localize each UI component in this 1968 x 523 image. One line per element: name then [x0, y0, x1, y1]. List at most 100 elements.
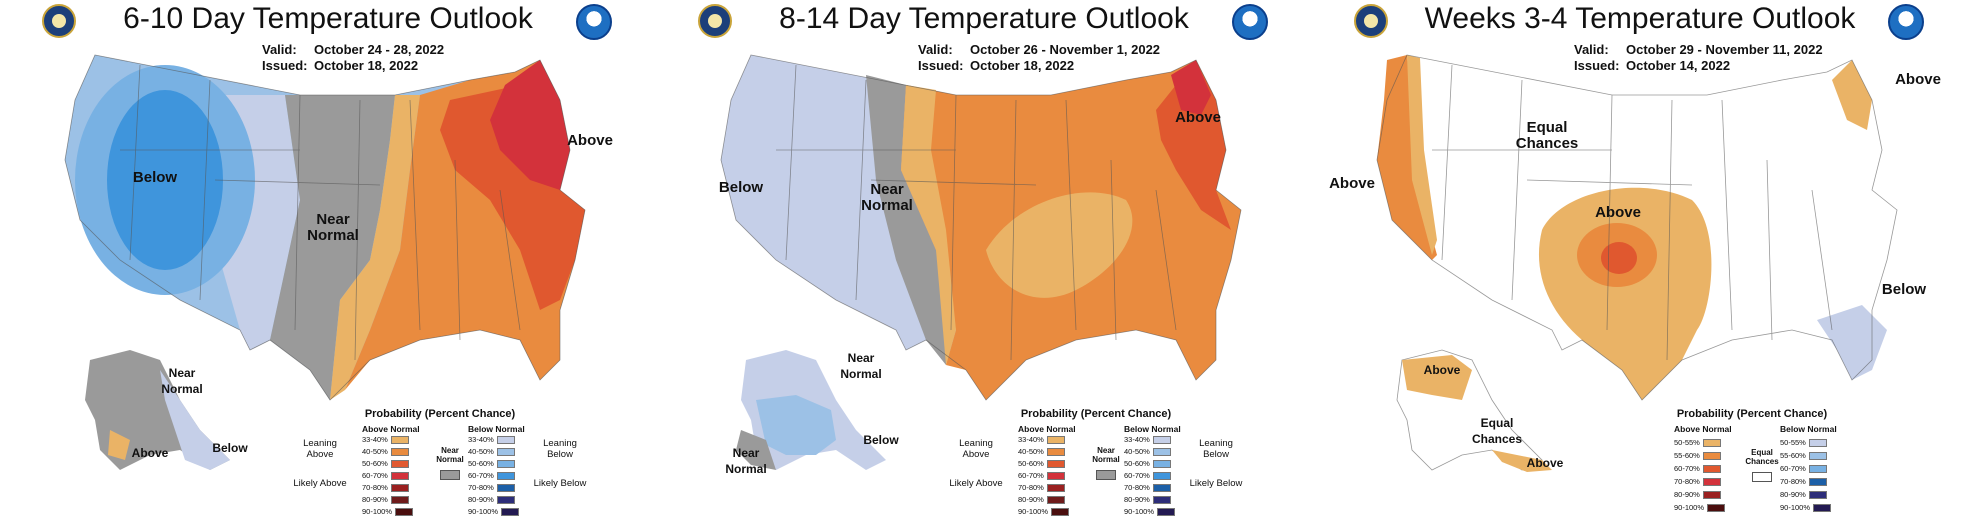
noaa-logo-icon [1232, 4, 1268, 40]
legend-row: 50-55% [1780, 438, 1827, 448]
legend-row: 80-90% [468, 495, 515, 505]
map-title: 8-14 Day Temperature Outlook [779, 2, 1189, 35]
legend-row: 40-50% [468, 447, 515, 457]
map-label-below: Below [132, 169, 178, 186]
legend-row: 90-100% [1018, 507, 1070, 517]
legend-row: 60-70% [1018, 471, 1065, 481]
legend-row: 33-40% [468, 435, 515, 445]
issued-date: October 14, 2022 [1626, 58, 1731, 73]
map-label-below-southeast: Below [1881, 281, 1927, 298]
legend-likely-above: Likely Above [949, 478, 1003, 489]
legend-row: 70-80% [468, 483, 515, 493]
doc-seal-icon [698, 4, 732, 38]
legend-likely-below: Likely Below [533, 478, 587, 489]
legend-leaning-below: Leaning Below [543, 438, 577, 460]
map-label-alaska-above: Above [131, 446, 169, 460]
map-label-above: Above [567, 132, 613, 149]
legend-leaning-below: Leaning Below [1199, 438, 1233, 460]
legend-above-header: Above Normal [1018, 424, 1076, 434]
legend-row: 40-50% [1018, 447, 1065, 457]
map-label-above-west: Above [1329, 175, 1375, 192]
map-weeks-3-4 [1376, 54, 1898, 472]
outlook-panel-6-10-day: 6-10 Day Temperature Outlook Valid: Octob… [0, 0, 656, 523]
legend-row: 60-70% [1780, 464, 1827, 474]
map-label-equal-chances: Equal Chances [1515, 119, 1579, 152]
legend-row: 50-60% [1018, 459, 1065, 469]
valid-label: Valid: [918, 42, 953, 57]
legend-row: 55-60% [1780, 451, 1827, 461]
legend-title: Probability (Percent Chance) [364, 408, 516, 420]
legend-row: 33-40% [362, 435, 409, 445]
map-title: Weeks 3-4 Temperature Outlook [1424, 2, 1856, 35]
near-normal-region [270, 95, 395, 400]
legend-row: 70-80% [1674, 477, 1721, 487]
issued-date: October 18, 2022 [970, 58, 1075, 73]
legend-row: 90-100% [468, 507, 520, 517]
noaa-logo-icon [1888, 4, 1924, 40]
valid-label: Valid: [262, 42, 297, 57]
legend-row: 50-60% [1124, 459, 1171, 469]
map-label-near-normal: Near Normal [307, 211, 359, 244]
issued-label: Issued: [262, 58, 308, 73]
legend-row: 40-50% [362, 447, 409, 457]
legend-equal-swatch [1752, 472, 1772, 482]
legend-row: 80-90% [1780, 490, 1827, 500]
legend-equal-chances: Equal Chances [1745, 448, 1779, 466]
map-title: 6-10 Day Temperature Outlook [123, 2, 533, 35]
legend-likely-above: Likely Above [293, 478, 347, 489]
map-label-above-northeast: Above [1895, 71, 1941, 88]
date-info: Valid: October 26 - November 1, 2022 Issu… [918, 42, 1160, 74]
legend-row: 33-40% [1018, 435, 1065, 445]
legend-row: 60-70% [362, 471, 409, 481]
noaa-logo-icon [576, 4, 612, 40]
legend-row: 90-100% [1124, 507, 1176, 517]
map-label-alaska-below: Below [863, 433, 899, 447]
valid-label: Valid: [1574, 42, 1609, 57]
legend-row: 90-100% [1674, 503, 1726, 513]
map-6-10-day [64, 54, 586, 470]
map-label-alaska-above: Above [1423, 363, 1461, 377]
outlook-panel-8-14-day: 8-14 Day Temperature Outlook Valid: Octob… [656, 0, 1312, 523]
legend-row: 70-80% [1780, 477, 1827, 487]
legend-row: 70-80% [362, 483, 409, 493]
map-label-alaska-above-panhandle: Above [1526, 456, 1564, 470]
valid-dates: October 24 - 28, 2022 [314, 42, 445, 57]
legend-row: 80-90% [1674, 490, 1721, 500]
map-label-alaska-near-normal-sw: Near Normal [725, 446, 767, 476]
map-8-14-day [720, 54, 1242, 470]
legend-row: 80-90% [1124, 495, 1171, 505]
legend-near-swatch [1096, 470, 1116, 480]
legend-row: 55-60% [1674, 451, 1721, 461]
legend-title: Probability (Percent Chance) [1020, 408, 1172, 420]
legend-below-header: Below Normal [1124, 424, 1181, 434]
legend-row: 70-80% [1124, 483, 1171, 493]
date-info: Valid: October 24 - 28, 2022 Issued: Octob… [262, 42, 444, 74]
map-label-alaska-near-normal: Near Normal [840, 351, 882, 381]
legend-title: Probability (Percent Chance) [1676, 408, 1828, 420]
legend-likely-below: Likely Below [1189, 478, 1243, 489]
valid-dates: October 26 - November 1, 2022 [970, 42, 1161, 57]
map-label-alaska-near-normal: Near Normal [161, 366, 203, 396]
legend-row: 80-90% [1018, 495, 1065, 505]
legend-row: 60-70% [1124, 471, 1171, 481]
legend-row: 80-90% [362, 495, 409, 505]
probability-legend: Probability (Percent Chance) Above Norma… [290, 408, 590, 520]
legend-row: 60-70% [1674, 464, 1721, 474]
map-label-below: Below [718, 179, 764, 196]
map-label-above-central: Above [1595, 204, 1641, 221]
issued-label: Issued: [1574, 58, 1620, 73]
valid-dates: October 29 - November 11, 2022 [1626, 42, 1823, 57]
legend-below-header: Below Normal [468, 424, 525, 434]
legend-above-header: Above Normal [1674, 424, 1732, 434]
legend-row: 50-60% [362, 459, 409, 469]
legend-below-header: Below Normal [1780, 424, 1837, 434]
legend-row: 90-100% [362, 507, 414, 517]
doc-seal-icon [42, 4, 76, 38]
probability-legend: Probability (Percent Chance) Above Norma… [1602, 408, 1902, 520]
issued-label: Issued: [918, 58, 964, 73]
map-label-near-normal: Near Normal [861, 181, 913, 214]
legend-row: 60-70% [468, 471, 515, 481]
legend-near-normal: Near Normal [436, 446, 464, 464]
map-label-above: Above [1175, 109, 1221, 126]
near-normal-region [866, 75, 956, 365]
